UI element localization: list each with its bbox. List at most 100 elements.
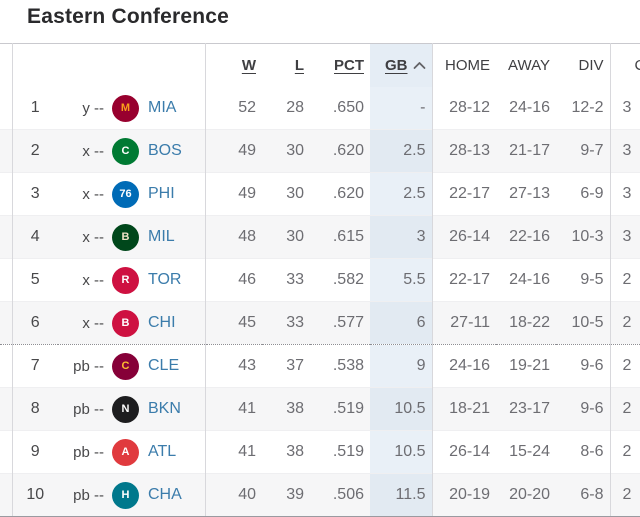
home-record-cell: 27-11 bbox=[431, 301, 496, 345]
team-cell: y -- M MIA bbox=[58, 87, 205, 130]
home-record-cell: 26-14 bbox=[431, 430, 496, 474]
standings-body: 1 y -- M MIA 52 28 .650 - 28-12 24-16 12… bbox=[0, 87, 640, 517]
home-record-cell: 20-19 bbox=[431, 473, 496, 517]
team-cell: pb -- H CHA bbox=[58, 473, 205, 517]
table-row: 10 pb -- H CHA 40 39 .506 11.5 20-19 20-… bbox=[0, 473, 640, 517]
rank-cell: 5 bbox=[11, 258, 58, 302]
div-record-cell: 9-6 bbox=[556, 387, 610, 431]
home-record-cell: 28-13 bbox=[431, 129, 496, 173]
left-stub-cell bbox=[0, 344, 12, 388]
cleveland-cavaliers-logo: C bbox=[112, 352, 139, 380]
pct-cell: .519 bbox=[310, 430, 370, 474]
clinch-status: x -- bbox=[82, 314, 104, 332]
wins-cell: 41 bbox=[204, 430, 262, 474]
toronto-raptors-logo: R bbox=[112, 266, 139, 294]
clinch-status: pb -- bbox=[73, 400, 104, 418]
team-cell: pb -- C CLE bbox=[58, 344, 205, 388]
column-header-wins[interactable]: W bbox=[204, 43, 262, 87]
pct-cell: .615 bbox=[310, 215, 370, 259]
rank-cell: 9 bbox=[11, 430, 58, 474]
games-back-cell: 2.5 bbox=[370, 172, 432, 216]
conf-record-cell-clipped: 3 bbox=[609, 172, 640, 216]
table-row: 8 pb -- N BKN 41 38 .519 10.5 18-21 23-1… bbox=[0, 387, 640, 431]
team-link[interactable]: BKN bbox=[148, 400, 181, 417]
rank-column-header bbox=[11, 43, 58, 87]
games-back-cell: 10.5 bbox=[370, 387, 432, 431]
div-record-cell: 9-6 bbox=[556, 344, 610, 388]
losses-cell: 30 bbox=[262, 215, 310, 259]
clinch-status: x -- bbox=[82, 142, 104, 160]
wins-cell: 46 bbox=[204, 258, 262, 302]
losses-cell: 38 bbox=[262, 430, 310, 474]
team-link[interactable]: BOS bbox=[148, 142, 182, 159]
column-header-away[interactable]: AWAY bbox=[508, 57, 550, 74]
column-header-pct[interactable]: PCT bbox=[334, 57, 364, 74]
home-record-cell: 28-12 bbox=[431, 87, 496, 130]
losses-cell: 39 bbox=[262, 473, 310, 517]
away-record-cell: 21-17 bbox=[496, 129, 556, 173]
away-record-cell: 24-16 bbox=[496, 258, 556, 302]
div-record-cell: 12-2 bbox=[571, 99, 604, 116]
losses-cell: 30 bbox=[262, 172, 310, 216]
away-record-cell: 18-22 bbox=[496, 301, 556, 345]
conf-record-cell-clipped: 2 bbox=[609, 387, 640, 431]
conf-record-cell-clipped: 2 bbox=[609, 473, 640, 517]
team-link[interactable]: TOR bbox=[148, 271, 182, 288]
home-record-cell: 22-17 bbox=[431, 172, 496, 216]
rank-cell: 2 bbox=[11, 129, 58, 173]
rank-cell: 7 bbox=[11, 344, 58, 388]
conf-record-cell-clipped: 3 bbox=[609, 87, 640, 130]
pct-cell: .577 bbox=[310, 301, 370, 345]
losses-cell: 38 bbox=[262, 387, 310, 431]
left-stub-cell bbox=[0, 430, 12, 474]
wins-cell: 43 bbox=[204, 344, 262, 388]
team-link[interactable]: CHI bbox=[148, 314, 176, 331]
column-header-home[interactable]: HOME bbox=[431, 43, 496, 87]
team-link[interactable]: CLE bbox=[148, 357, 180, 374]
rank-cell: 4 bbox=[11, 215, 58, 259]
team-link[interactable]: CHA bbox=[148, 486, 182, 503]
team-cell: x -- C BOS bbox=[58, 129, 205, 173]
table-row: 9 pb -- A ATL 41 38 .519 10.5 26-14 15-2… bbox=[0, 430, 640, 474]
team-link[interactable]: MIA bbox=[148, 99, 177, 116]
milwaukee-bucks-logo: B bbox=[112, 223, 139, 251]
away-record-cell: 23-17 bbox=[496, 387, 556, 431]
games-back-cell: 6 bbox=[370, 301, 432, 345]
team-link[interactable]: ATL bbox=[148, 443, 177, 460]
column-header-div[interactable]: DIV bbox=[578, 57, 604, 74]
conf-record-cell-clipped: 2 bbox=[609, 301, 640, 345]
clinch-status: x -- bbox=[82, 185, 104, 203]
left-stub-cell bbox=[0, 301, 12, 345]
away-record-cell: 20-20 bbox=[496, 473, 556, 517]
div-record-cell: 9-5 bbox=[556, 258, 610, 302]
clinch-status: x -- bbox=[82, 228, 104, 246]
wins-cell: 45 bbox=[204, 301, 262, 345]
rank-cell: 10 bbox=[11, 473, 58, 517]
chicago-bulls-logo: B bbox=[112, 309, 139, 337]
home-record-cell: 26-14 bbox=[431, 215, 496, 259]
games-back-cell: 11.5 bbox=[370, 473, 432, 517]
team-cell: x -- B CHI bbox=[58, 301, 205, 345]
conf-record-cell-clipped: 3 bbox=[609, 215, 640, 259]
away-record-cell: 19-21 bbox=[496, 344, 556, 388]
table-row: 5 x -- R TOR 46 33 .582 5.5 22-17 24-16 … bbox=[0, 258, 640, 302]
column-header-losses[interactable]: L bbox=[294, 57, 304, 74]
away-record-cell: 22-16 bbox=[496, 215, 556, 259]
brooklyn-nets-logo: N bbox=[112, 395, 139, 423]
column-header-gb[interactable]: GB bbox=[370, 43, 432, 87]
wins-cell: 49 bbox=[204, 172, 262, 216]
losses-cell: 30 bbox=[262, 129, 310, 173]
wins-cell: 52 bbox=[204, 87, 262, 130]
team-cell: x -- R TOR bbox=[58, 258, 205, 302]
home-record-cell: 24-16 bbox=[431, 344, 496, 388]
team-cell: pb -- N BKN bbox=[58, 387, 205, 431]
away-record-cell: 15-24 bbox=[496, 430, 556, 474]
wins-cell: 49 bbox=[204, 129, 262, 173]
games-back-cell: 3 bbox=[370, 215, 432, 259]
table-row: 6 x -- B CHI 45 33 .577 6 27-11 18-22 10… bbox=[0, 301, 640, 345]
conf-record-cell-clipped: 3 bbox=[609, 129, 640, 173]
team-link[interactable]: PHI bbox=[148, 185, 175, 202]
team-column-header bbox=[58, 44, 205, 88]
column-header-conf-partial[interactable]: C bbox=[609, 43, 640, 87]
team-link[interactable]: MIL bbox=[148, 228, 175, 245]
